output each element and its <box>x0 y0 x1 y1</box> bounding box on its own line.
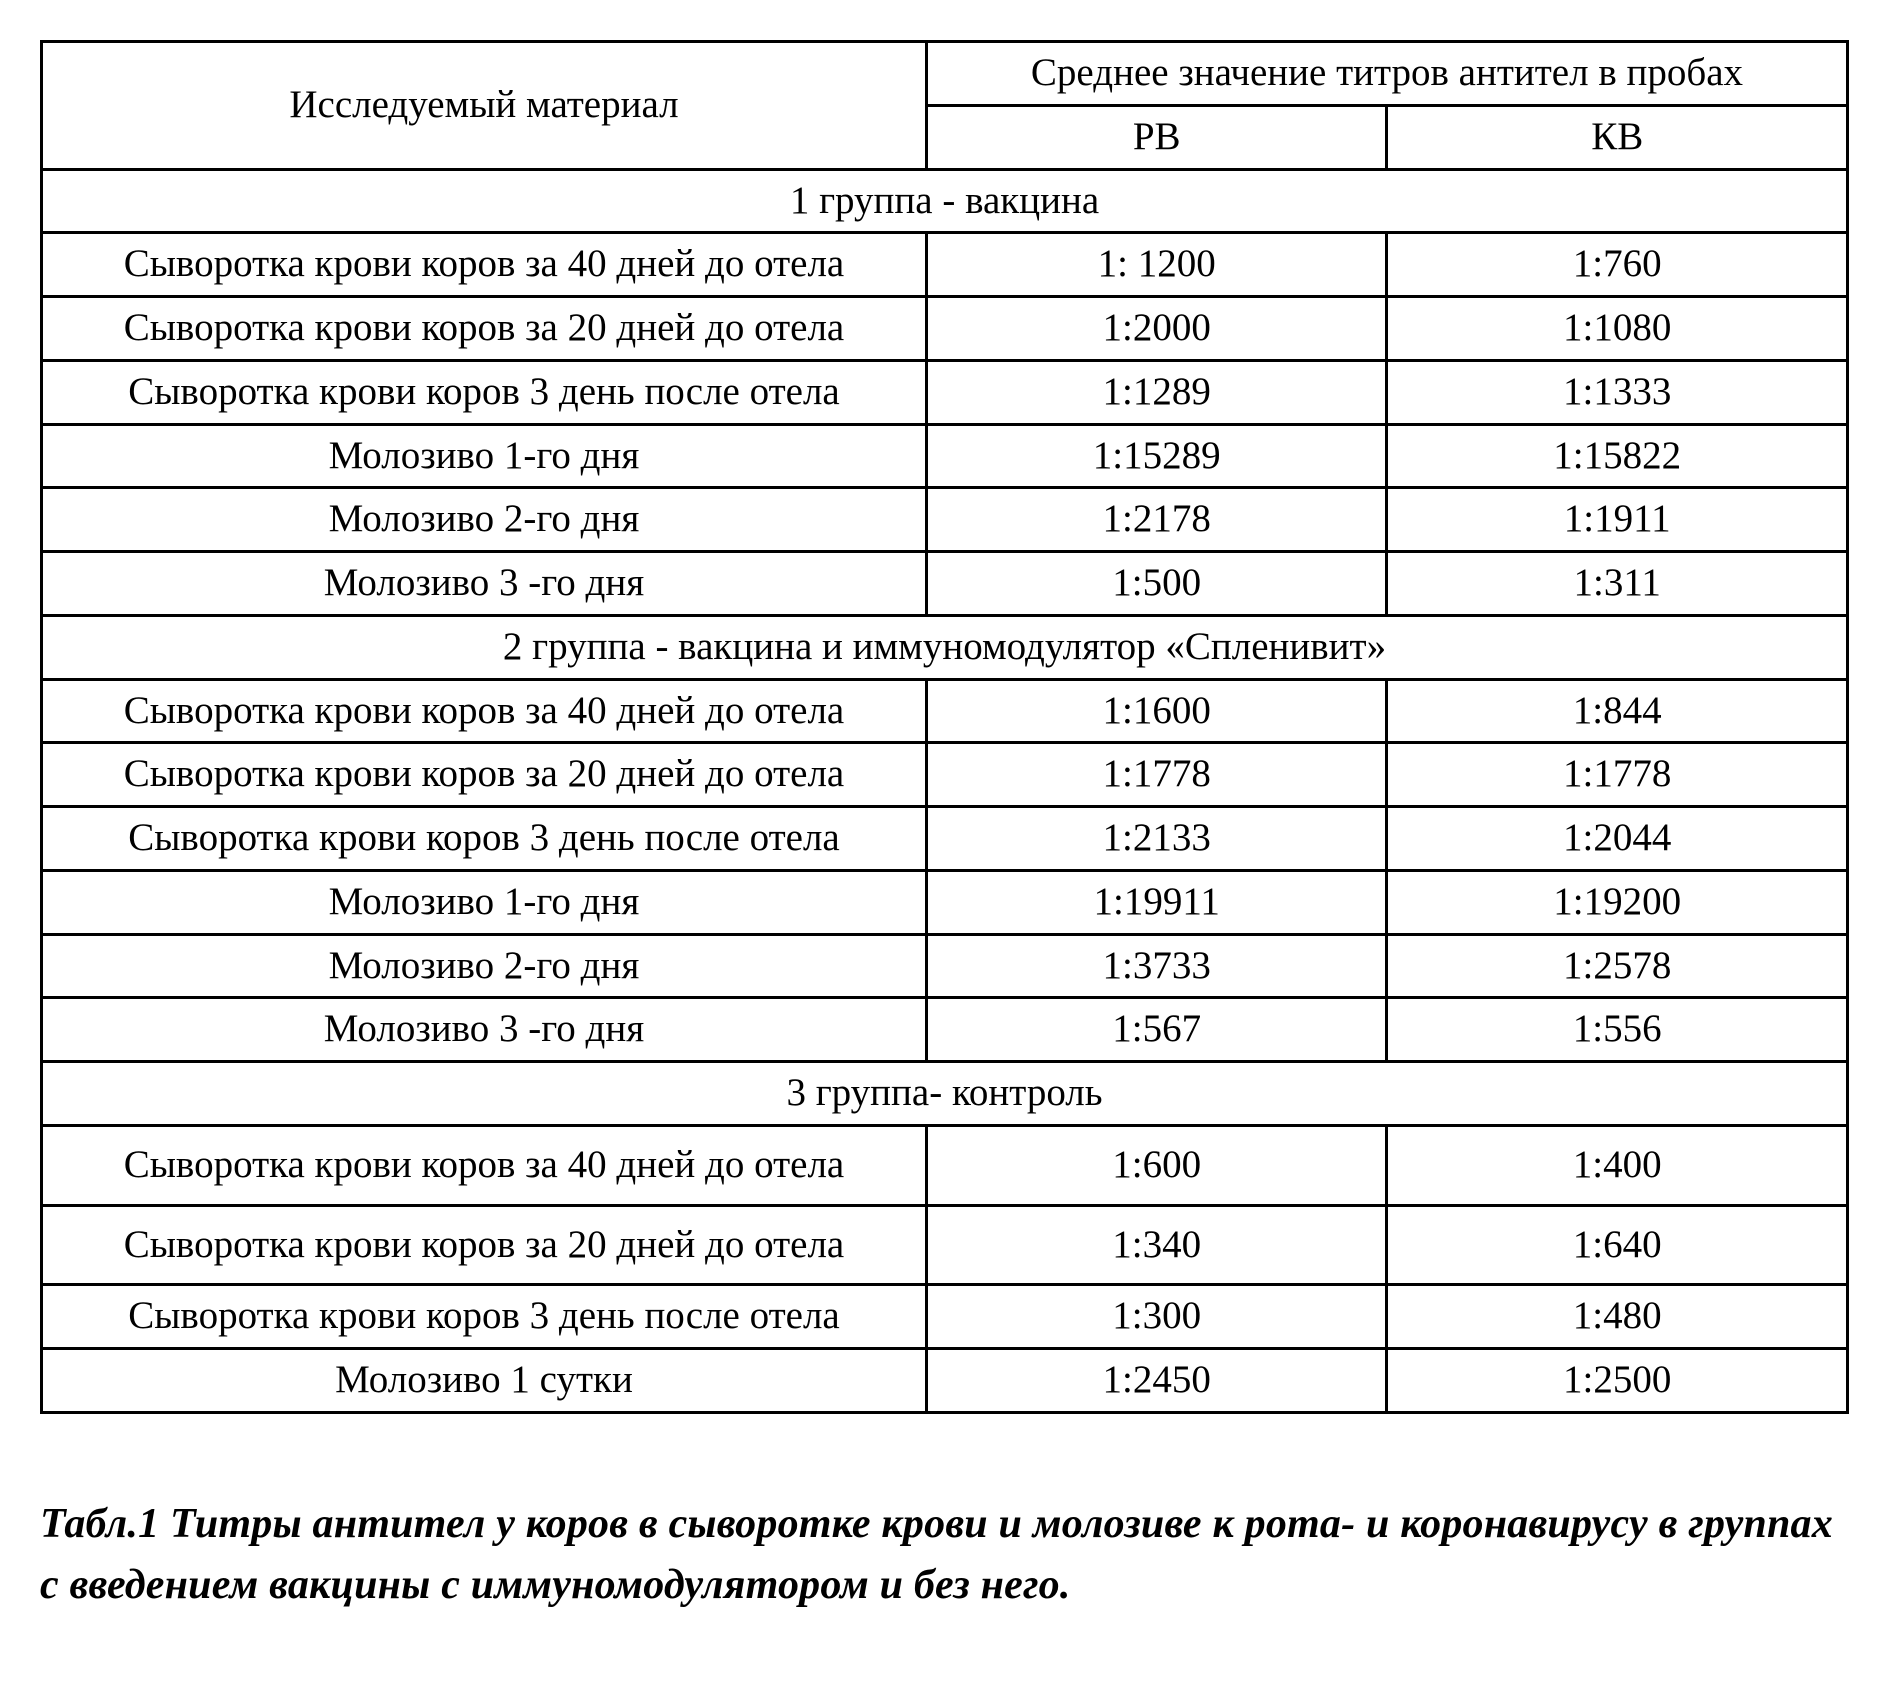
cell-rv: 1:340 <box>926 1205 1387 1285</box>
antibody-titers-table: Исследуемый материал Среднее значение ти… <box>40 40 1849 1414</box>
header-rv: РВ <box>926 105 1387 169</box>
cell-kv: 1:480 <box>1387 1285 1848 1349</box>
cell-rv: 1:1778 <box>926 743 1387 807</box>
cell-material: Сыворотка крови коров за 20 дней до отел… <box>42 743 927 807</box>
table-row: Молозиво 3 -го дня1:5671:556 <box>42 998 1848 1062</box>
group-title: 3 группа- контроль <box>42 1062 1848 1126</box>
cell-material: Молозиво 1-го дня <box>42 870 927 934</box>
cell-kv: 1:1911 <box>1387 488 1848 552</box>
table-row: Молозиво 2-го дня1:37331:2578 <box>42 934 1848 998</box>
cell-rv: 1:2450 <box>926 1349 1387 1413</box>
cell-rv: 1:2000 <box>926 297 1387 361</box>
table-header: Исследуемый материал Среднее значение ти… <box>42 42 1848 170</box>
group-title: 2 группа - вакцина и иммуномодулятор «Сп… <box>42 615 1848 679</box>
cell-kv: 1:1080 <box>1387 297 1848 361</box>
cell-kv: 1:19200 <box>1387 870 1848 934</box>
cell-kv: 1:1778 <box>1387 743 1848 807</box>
table-row: Сыворотка крови коров за 40 дней до отел… <box>42 679 1848 743</box>
cell-rv: 1:600 <box>926 1125 1387 1205</box>
group-title: 1 группа - вакцина <box>42 169 1848 233</box>
cell-material: Сыворотка крови коров за 40 дней до отел… <box>42 679 927 743</box>
cell-material: Сыворотка крови коров за 20 дней до отел… <box>42 1205 927 1285</box>
table-row: Сыворотка крови коров за 20 дней до отел… <box>42 297 1848 361</box>
cell-rv: 1:300 <box>926 1285 1387 1349</box>
cell-material: Молозиво 2-го дня <box>42 934 927 998</box>
cell-material: Молозиво 3 -го дня <box>42 998 927 1062</box>
table-row: Сыворотка крови коров за 40 дней до отел… <box>42 1125 1848 1205</box>
cell-material: Сыворотка крови коров за 20 дней до отел… <box>42 297 927 361</box>
cell-kv: 1:2578 <box>1387 934 1848 998</box>
cell-material: Сыворотка крови коров 3 день после отела <box>42 807 927 871</box>
cell-rv: 1:3733 <box>926 934 1387 998</box>
page-wrap: Исследуемый материал Среднее значение ти… <box>40 40 1849 1616</box>
table-row: Сыворотка крови коров за 20 дней до отел… <box>42 743 1848 807</box>
cell-kv: 1:2500 <box>1387 1349 1848 1413</box>
cell-material: Молозиво 1-го дня <box>42 424 927 488</box>
cell-kv: 1:556 <box>1387 998 1848 1062</box>
cell-kv: 1:844 <box>1387 679 1848 743</box>
cell-material: Сыворотка крови коров за 40 дней до отел… <box>42 233 927 297</box>
cell-rv: 1: 1200 <box>926 233 1387 297</box>
cell-material: Молозиво 2-го дня <box>42 488 927 552</box>
group-title-row: 1 группа - вакцина <box>42 169 1848 233</box>
cell-kv: 1:1333 <box>1387 360 1848 424</box>
cell-rv: 1:2133 <box>926 807 1387 871</box>
cell-rv: 1:2178 <box>926 488 1387 552</box>
header-mean-group: Среднее значение титров антител в пробах <box>926 42 1847 106</box>
cell-kv: 1:311 <box>1387 552 1848 616</box>
table-row: Сыворотка крови коров 3 день после отела… <box>42 1285 1848 1349</box>
cell-kv: 1:2044 <box>1387 807 1848 871</box>
cell-material: Сыворотка крови коров за 40 дней до отел… <box>42 1125 927 1205</box>
table-caption: Табл.1 Титры антител у коров в сыворотке… <box>40 1494 1849 1616</box>
group-title-row: 3 группа- контроль <box>42 1062 1848 1126</box>
cell-material: Молозиво 3 -го дня <box>42 552 927 616</box>
table-row: Сыворотка крови коров 3 день после отела… <box>42 360 1848 424</box>
cell-kv: 1:640 <box>1387 1205 1848 1285</box>
cell-rv: 1:500 <box>926 552 1387 616</box>
cell-rv: 1:1600 <box>926 679 1387 743</box>
table-row: Сыворотка крови коров за 20 дней до отел… <box>42 1205 1848 1285</box>
table-body: 1 группа - вакцинаСыворотка крови коров … <box>42 169 1848 1412</box>
table-row: Молозиво 2-го дня1:21781:1911 <box>42 488 1848 552</box>
cell-rv: 1:1289 <box>926 360 1387 424</box>
table-row: Сыворотка крови коров 3 день после отела… <box>42 807 1848 871</box>
cell-material: Сыворотка крови коров 3 день после отела <box>42 360 927 424</box>
table-row: Молозиво 3 -го дня1:5001:311 <box>42 552 1848 616</box>
table-row: Молозиво 1-го дня1:199111:19200 <box>42 870 1848 934</box>
cell-material: Сыворотка крови коров 3 день после отела <box>42 1285 927 1349</box>
table-row: Молозиво 1 сутки1:24501:2500 <box>42 1349 1848 1413</box>
header-material: Исследуемый материал <box>42 42 927 170</box>
cell-kv: 1:400 <box>1387 1125 1848 1205</box>
cell-kv: 1:760 <box>1387 233 1848 297</box>
header-kv: КВ <box>1387 105 1848 169</box>
table-row: Сыворотка крови коров за 40 дней до отел… <box>42 233 1848 297</box>
cell-material: Молозиво 1 сутки <box>42 1349 927 1413</box>
cell-rv: 1:15289 <box>926 424 1387 488</box>
cell-rv: 1:19911 <box>926 870 1387 934</box>
cell-kv: 1:15822 <box>1387 424 1848 488</box>
table-row: Молозиво 1-го дня1:152891:15822 <box>42 424 1848 488</box>
cell-rv: 1:567 <box>926 998 1387 1062</box>
group-title-row: 2 группа - вакцина и иммуномодулятор «Сп… <box>42 615 1848 679</box>
